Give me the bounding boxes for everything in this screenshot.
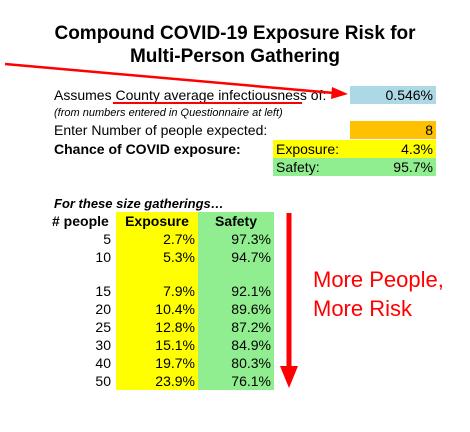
infectiousness-arrow-head <box>331 87 348 99</box>
title-line-1: Compound COVID-19 Exposure Risk for <box>54 23 416 44</box>
infectiousness-arrow-line <box>4 62 335 95</box>
row-people: 5 <box>103 231 111 247</box>
safety-result-label: Safety: <box>276 159 320 175</box>
header-exposure: Exposure <box>116 212 198 230</box>
row-safety: 76.1% <box>231 373 271 389</box>
page-title: Compound COVID-19 Exposure Risk for Mult… <box>0 22 470 68</box>
row-people: 30 <box>95 337 111 353</box>
county-infectiousness-text: County average infectiousness <box>115 87 307 103</box>
risk-annotation-line-2: More Risk <box>313 296 413 321</box>
row-exposure: 12.8% <box>155 319 195 335</box>
chance-label: Chance of COVID exposure: <box>54 141 241 157</box>
safety-result-row: Safety: 95.7% <box>273 158 436 176</box>
safety-result-value: 95.7% <box>393 159 433 175</box>
exposure-result-label: Exposure: <box>276 141 340 157</box>
infectiousness-prefix: Assumes <box>54 87 116 103</box>
questionnaire-note: (from numbers entered in Questionnaire a… <box>54 107 283 119</box>
row-people: 10 <box>95 249 111 265</box>
row-people: 15 <box>95 283 111 299</box>
row-people: 20 <box>95 301 111 317</box>
row-people: 40 <box>95 355 111 371</box>
exposure-result-value: 4.3% <box>401 141 433 157</box>
row-safety: 89.6% <box>231 301 271 317</box>
row-exposure: 19.7% <box>155 355 195 371</box>
row-exposure: 15.1% <box>155 337 195 353</box>
row-exposure: 10.4% <box>155 301 195 317</box>
infectiousness-label: Assumes County average infectiousness of… <box>54 87 326 104</box>
header-safety: Safety <box>198 212 274 230</box>
exposure-column-band <box>116 230 198 390</box>
row-people: 50 <box>95 373 111 389</box>
row-safety: 92.1% <box>231 283 271 299</box>
people-expected-input[interactable]: 8 <box>350 121 436 139</box>
row-safety: 97.3% <box>231 231 271 247</box>
row-safety: 84.9% <box>231 337 271 353</box>
row-safety: 87.2% <box>231 319 271 335</box>
people-expected-label: Enter Number of people expected: <box>54 122 268 138</box>
row-safety: 80.3% <box>231 355 271 371</box>
row-exposure: 23.9% <box>155 373 195 389</box>
row-people: 25 <box>95 319 111 335</box>
row-exposure: 7.9% <box>163 283 195 299</box>
risk-annotation-line-1: More People, <box>313 267 444 292</box>
header-people: # people <box>52 213 109 229</box>
safety-column-band <box>198 230 274 390</box>
row-exposure: 2.7% <box>163 231 195 247</box>
row-exposure: 5.3% <box>163 249 195 265</box>
infectiousness-value-cell[interactable]: 0.546% <box>350 86 436 104</box>
risk-arrow-head <box>280 366 298 388</box>
title-line-2: Multi-Person Gathering <box>129 46 341 67</box>
table-caption: For these size gatherings… <box>54 196 224 211</box>
exposure-result-row: Exposure: 4.3% <box>273 140 436 158</box>
row-safety: 94.7% <box>231 249 271 265</box>
